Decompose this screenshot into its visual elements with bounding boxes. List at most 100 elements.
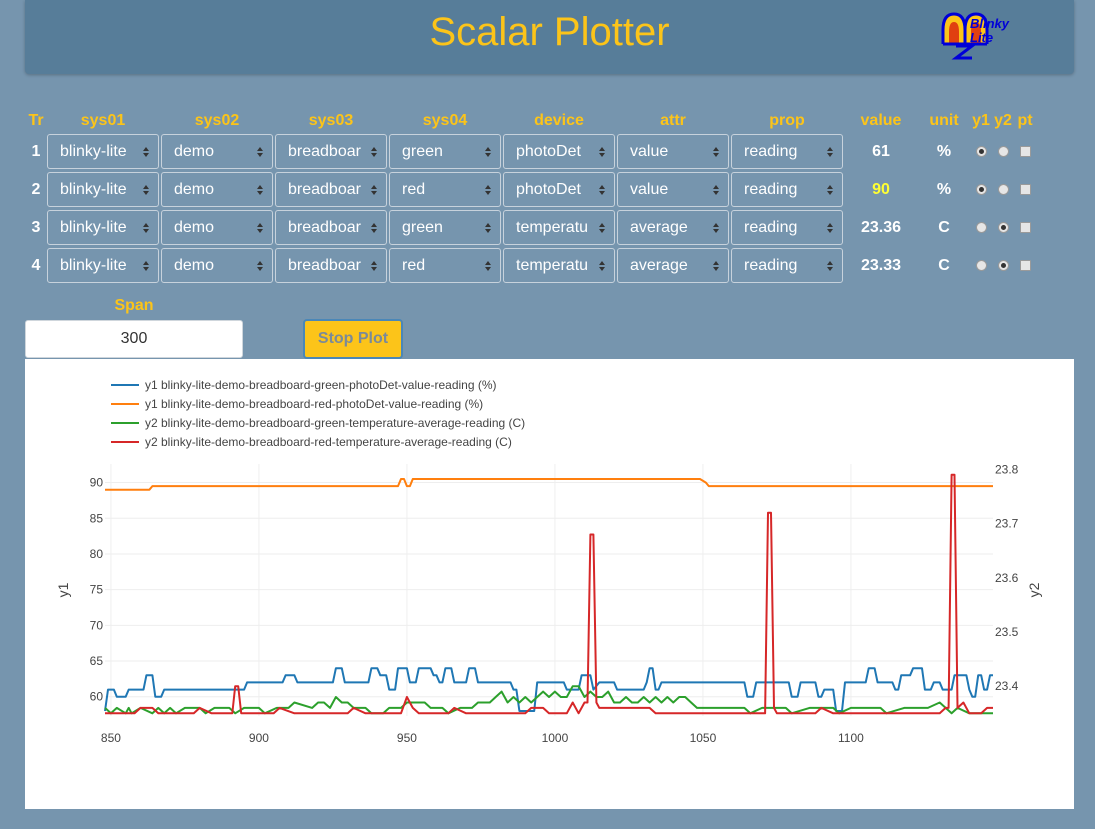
select-prop[interactable]: reading [731, 210, 843, 245]
y1-tick-label: 65 [90, 654, 104, 668]
select-arrows-icon [713, 185, 719, 195]
select-prop[interactable]: reading [731, 172, 843, 207]
select-value: blinky-lite [60, 143, 127, 160]
select-sys01[interactable]: blinky-lite [47, 134, 159, 169]
select-value: demo [174, 181, 215, 198]
y2-radio[interactable] [997, 145, 1009, 157]
span-input[interactable]: 300 [25, 320, 243, 358]
select-value: reading [744, 143, 798, 160]
logo-text: Blinky Lite [970, 16, 1010, 45]
select-arrows-icon [713, 223, 719, 233]
select-attr[interactable]: value [617, 134, 729, 169]
select-prop[interactable]: reading [731, 134, 843, 169]
pt-checkbox[interactable] [1019, 221, 1031, 233]
col-header-pt: pt [1017, 112, 1033, 129]
select-value: value [630, 181, 669, 198]
select-sys01[interactable]: blinky-lite [47, 248, 159, 283]
legend-entry-2: y1 blinky-lite-demo-breadboard-red-photo… [145, 397, 483, 411]
select-sys04[interactable]: green [389, 134, 501, 169]
select-sys02[interactable]: demo [161, 172, 273, 207]
select-device[interactable]: temperatu [503, 210, 615, 245]
select-value: demo [174, 143, 215, 160]
select-arrows-icon [143, 185, 149, 195]
col-header-value: value [860, 112, 902, 129]
page-title: Scalar Plotter [429, 10, 670, 54]
select-value: green [402, 143, 443, 160]
y1-radio[interactable] [975, 221, 987, 233]
select-sys03[interactable]: breadboar [275, 210, 387, 245]
trace-table: Tr sys01 sys02 sys03 sys04 device attr p… [25, 108, 1037, 286]
select-value: reading [744, 181, 798, 198]
select-sys03[interactable]: breadboar [275, 134, 387, 169]
value-cell: 23.36 [860, 218, 902, 236]
pt-checkbox[interactable] [1019, 183, 1031, 195]
y1-radio[interactable] [975, 183, 987, 195]
select-arrows-icon [371, 261, 377, 271]
select-attr[interactable]: average [617, 248, 729, 283]
x-tick-label: 1000 [542, 731, 569, 745]
y1-radio[interactable] [975, 259, 987, 271]
select-value: demo [174, 219, 215, 236]
col-header-y1: y1 [972, 112, 990, 129]
row-number: 3 [31, 218, 41, 236]
select-arrows-icon [827, 223, 833, 233]
select-sys02[interactable]: demo [161, 248, 273, 283]
y1-radio[interactable] [975, 145, 987, 157]
select-sys02[interactable]: demo [161, 210, 273, 245]
select-sys03[interactable]: breadboar [275, 172, 387, 207]
col-header-unit: unit [929, 112, 959, 129]
table-row: 4 blinky-lite demo breadboar red temperatu ave… [27, 248, 1035, 283]
select-attr[interactable]: average [617, 210, 729, 245]
x-tick-label: 950 [397, 731, 417, 745]
select-arrows-icon [143, 147, 149, 157]
select-value: breadboar [288, 143, 361, 160]
select-sys03[interactable]: breadboar [275, 248, 387, 283]
y1-tick-label: 75 [90, 583, 104, 597]
y1-tick-label: 90 [90, 476, 104, 490]
select-value: green [402, 219, 443, 236]
select-value: breadboar [288, 219, 361, 236]
select-arrows-icon [371, 147, 377, 157]
select-prop[interactable]: reading [731, 248, 843, 283]
select-device[interactable]: photoDet [503, 172, 615, 207]
select-sys04[interactable]: red [389, 248, 501, 283]
select-value: average [630, 257, 688, 274]
col-header-prop: prop [769, 112, 805, 129]
select-device[interactable]: photoDet [503, 134, 615, 169]
col-header-tr: Tr [28, 112, 44, 129]
select-sys02[interactable]: demo [161, 134, 273, 169]
select-value: blinky-lite [60, 219, 127, 236]
select-arrows-icon [827, 261, 833, 271]
select-sys04[interactable]: red [389, 172, 501, 207]
y2-tick-label: 23.4 [995, 679, 1019, 693]
select-attr[interactable]: value [617, 172, 729, 207]
select-arrows-icon [599, 223, 605, 233]
select-device[interactable]: temperatu [503, 248, 615, 283]
legend-entry-1: y1 blinky-lite-demo-breadboard-green-pho… [145, 378, 497, 392]
series-line-2 [105, 478, 993, 491]
select-sys04[interactable]: green [389, 210, 501, 245]
y2-tick-label: 23.5 [995, 625, 1019, 639]
select-sys01[interactable]: blinky-lite [47, 172, 159, 207]
y2-radio[interactable] [997, 221, 1009, 233]
table-row: 2 blinky-lite demo breadboar red photoDet valu… [27, 172, 1035, 207]
select-value: blinky-lite [60, 181, 127, 198]
stop-plot-button[interactable]: Stop Plot [303, 319, 403, 359]
select-arrows-icon [599, 147, 605, 157]
y1-tick-label: 85 [90, 511, 104, 525]
select-arrows-icon [257, 185, 263, 195]
y2-radio[interactable] [997, 183, 1009, 195]
select-arrows-icon [371, 223, 377, 233]
y2-radio[interactable] [997, 259, 1009, 271]
select-value: blinky-lite [60, 257, 127, 274]
col-header-sys01: sys01 [80, 112, 126, 129]
select-arrows-icon [257, 223, 263, 233]
select-sys01[interactable]: blinky-lite [47, 210, 159, 245]
col-header-attr: attr [660, 112, 686, 129]
legend-entry-3: y2 blinky-lite-demo-breadboard-green-tem… [145, 416, 525, 430]
blinky-lite-logo-icon [941, 12, 989, 60]
unit-cell: % [936, 142, 952, 160]
x-tick-label: 900 [249, 731, 269, 745]
pt-checkbox[interactable] [1019, 145, 1031, 157]
pt-checkbox[interactable] [1019, 259, 1031, 271]
